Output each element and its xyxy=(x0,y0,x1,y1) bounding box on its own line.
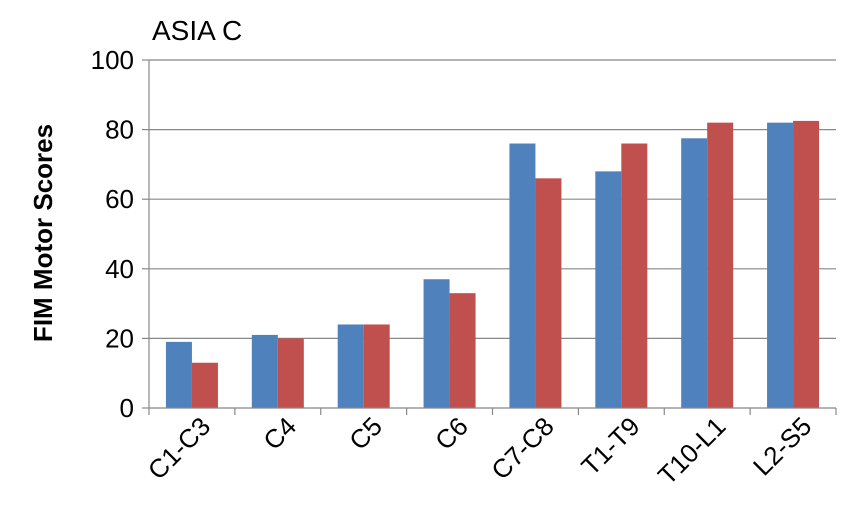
x-tick-label: C5 xyxy=(343,411,388,456)
bar-series2-C5 xyxy=(363,324,390,408)
axes xyxy=(148,60,837,415)
bar-series1-C5 xyxy=(337,324,364,408)
x-tick-label: C4 xyxy=(257,411,302,456)
x-tick-label: T1-T9 xyxy=(575,411,645,481)
y-tick-label: 0 xyxy=(120,393,134,423)
y-tick-label: 20 xyxy=(105,323,134,353)
bar-series1-T1-T9 xyxy=(595,171,622,408)
x-tick-label: C6 xyxy=(429,411,474,456)
y-tick-label: 100 xyxy=(91,45,134,75)
x-tick-label: C7-C8 xyxy=(485,411,559,485)
x-tick-label: C1-C3 xyxy=(142,411,216,485)
y-tick-label: 60 xyxy=(105,184,134,214)
bars xyxy=(165,120,820,409)
x-tick-label: T10-L1 xyxy=(652,411,731,490)
bar-series2-C6 xyxy=(449,293,476,408)
bar-series2-T1-T9 xyxy=(621,143,648,408)
bar-series1-L2-S5 xyxy=(767,122,794,408)
y-tick-label: 40 xyxy=(105,254,134,284)
bar-series1-C6 xyxy=(423,279,450,408)
y-axis-title: FIM Motor Scores xyxy=(28,124,58,342)
bar-series2-T10-L1 xyxy=(707,122,734,408)
chart-title: ASIA C xyxy=(152,15,242,46)
bar-series1-C1-C3 xyxy=(165,341,192,408)
bar-series1-C7-C8 xyxy=(509,143,536,408)
x-tick-labels: C1-C3 C4 C5 C6 C7-C8 T1-T9 T10-L1 L2-S5 xyxy=(142,411,817,490)
bar-series2-C1-C3 xyxy=(191,362,218,408)
bar-series1-T10-L1 xyxy=(681,138,708,409)
bar-series1-C4 xyxy=(251,334,278,408)
y-tick-label: 80 xyxy=(105,115,134,145)
x-tick-label: L2-S5 xyxy=(747,411,817,481)
bar-series2-L2-S5 xyxy=(793,120,820,409)
bar-series2-C7-C8 xyxy=(535,178,562,408)
y-tick-labels: 0 20 40 60 80 100 xyxy=(91,45,134,423)
bar-series2-C4 xyxy=(277,338,304,408)
